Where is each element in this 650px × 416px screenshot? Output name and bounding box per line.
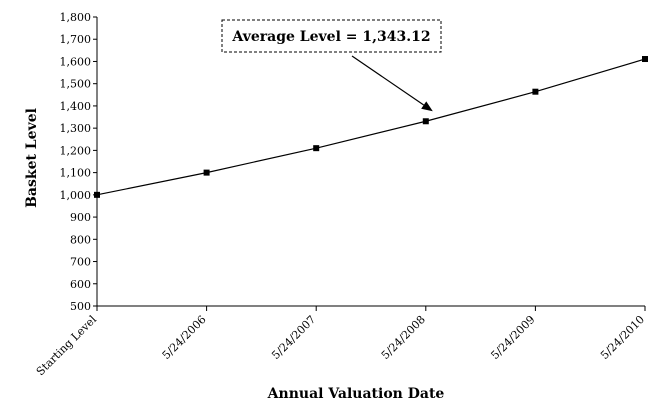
x-tick-label: 5/24/2010: [598, 313, 647, 362]
y-axis-ticks: 500 600 700 800 900 1,000 1,100 1,200 1,300 1,400…: [60, 11, 97, 313]
y-tick-label: 1,800: [60, 11, 92, 24]
y-tick-label: 600: [70, 278, 91, 291]
y-tick-label: 1,400: [60, 100, 92, 113]
annotation-arrow: [351, 55, 425, 106]
y-axis-title: Basket Level: [24, 108, 40, 208]
x-tick-label: Starting Level: [34, 313, 100, 379]
x-tick-label: 5/24/2006: [160, 313, 209, 362]
data-point-marker: [203, 169, 210, 176]
x-axis-ticks: Starting Level 5/24/2006 5/24/2007 5/24/200…: [34, 306, 647, 378]
series-line: [96, 58, 646, 196]
data-point-marker: [313, 145, 320, 152]
x-tick-label: 5/24/2009: [488, 313, 537, 362]
data-point-marker: [642, 56, 648, 63]
y-tick-label: 1,700: [60, 33, 92, 46]
y-tick-label: 1,100: [60, 167, 92, 180]
annotation-box: [221, 19, 442, 53]
y-tick-label: 800: [70, 233, 91, 246]
x-axis-title: Annual Valuation Date: [267, 386, 445, 402]
y-tick-label: 1,300: [60, 122, 92, 135]
y-tick-label: 1,000: [60, 189, 92, 202]
y-tick-label: 1,600: [60, 55, 92, 68]
series-group: [94, 56, 648, 198]
x-tick-label: 5/24/2008: [379, 313, 428, 362]
y-tick-label: 700: [70, 256, 91, 269]
data-point-marker: [422, 118, 429, 125]
y-tick-label: 900: [70, 211, 91, 224]
y-tick-label: 500: [70, 300, 91, 313]
data-point-marker: [532, 88, 539, 95]
annotation-arrowhead: [421, 101, 433, 112]
data-point-marker: [94, 191, 100, 198]
y-tick-label: 1,500: [60, 78, 92, 91]
y-tick-label: 1,200: [60, 144, 92, 157]
x-tick-label: 5/24/2007: [269, 313, 318, 362]
annotation-text: Average Level = 1,343.12: [231, 29, 430, 45]
annotation: Average Level = 1,343.12: [221, 19, 442, 112]
